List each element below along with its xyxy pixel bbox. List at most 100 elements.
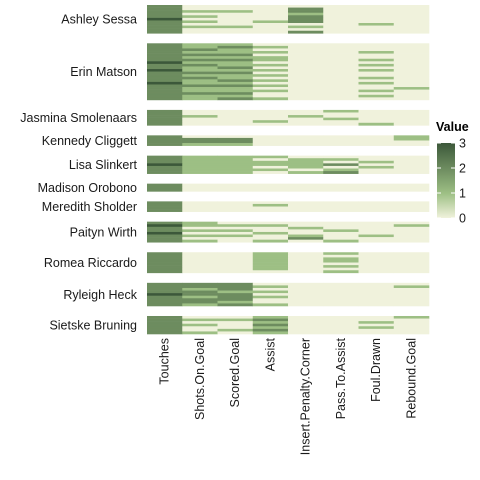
heatmap-cell: [217, 71, 254, 75]
heatmap-cell: [147, 97, 183, 101]
heatmap-cell: [252, 239, 289, 243]
heatmap-cell: [252, 267, 289, 271]
heatmap-cell: [323, 331, 359, 335]
heatmap-cell: [358, 87, 395, 90]
heatmap-cell: [147, 226, 183, 230]
heatmap-cell: [358, 61, 395, 65]
heatmap-cell: [323, 61, 359, 65]
heatmap-cell: [252, 300, 289, 304]
heatmap-cell: [252, 112, 289, 116]
heatmap-cell: [182, 109, 218, 113]
heatmap-cell: [323, 259, 359, 263]
heatmap-cell: [147, 252, 183, 256]
heatmap-cell: [147, 10, 183, 14]
heatmap-cell: [288, 135, 324, 139]
heatmap-cell: [147, 48, 183, 52]
heatmap-cell: [147, 69, 183, 72]
heatmap-cell: [323, 45, 359, 49]
heatmap-cell: [288, 30, 324, 34]
y-label-player: Ashley Sessa: [61, 13, 137, 27]
heatmap-cell: [288, 109, 324, 113]
heatmap-cell: [252, 229, 289, 233]
heatmap-cell: [288, 171, 324, 174]
heatmap-cell: [393, 76, 430, 80]
heatmap-cell: [358, 158, 395, 162]
y-label-player: Erin Matson: [70, 65, 137, 79]
heatmap-cell: [288, 326, 324, 330]
heatmap-cell: [252, 295, 289, 299]
heatmap-cell: [252, 237, 289, 240]
heatmap-cell: [182, 224, 218, 228]
heatmap-cell: [323, 237, 359, 240]
heatmap-cell: [323, 15, 359, 19]
player-group: [147, 282, 430, 307]
heatmap-cell: [147, 267, 183, 271]
heatmap-cell: [147, 328, 183, 332]
heatmap-cell: [217, 331, 254, 335]
heatmap-cell: [288, 10, 324, 14]
heatmap-cell: [323, 112, 359, 116]
heatmap-cell: [252, 303, 289, 307]
heatmap-cell: [147, 237, 183, 240]
heatmap-cell: [252, 158, 289, 162]
heatmap-cell: [147, 318, 183, 322]
heatmap-cell: [252, 226, 289, 230]
heatmap-cell: [182, 69, 218, 72]
heatmap-cell: [288, 221, 324, 225]
heatmap-cell: [252, 209, 289, 212]
heatmap-cell: [323, 76, 359, 80]
heatmap-cell: [393, 94, 430, 98]
heatmap-cell: [182, 79, 218, 83]
heatmap-cell: [323, 165, 359, 169]
heatmap-cell: [323, 115, 359, 118]
heatmap-cell: [393, 51, 430, 54]
heatmap-cell: [217, 163, 254, 167]
heatmap-cell: [182, 7, 218, 11]
heatmap-cell: [358, 89, 395, 93]
heatmap-cell: [147, 94, 183, 98]
heatmap-cell: [393, 23, 430, 26]
heatmap-cell: [217, 158, 254, 162]
heatmap-cell: [323, 81, 359, 85]
heatmap-cell: [217, 171, 254, 174]
heatmap-cell: [147, 300, 183, 304]
heatmap-cell: [358, 137, 395, 141]
heatmap-cell: [252, 51, 289, 54]
heatmap-cell: [252, 257, 289, 261]
heatmap-cell: [288, 267, 324, 271]
heatmap-cell: [182, 252, 218, 256]
heatmap-cell: [217, 12, 254, 16]
heatmap-cell: [182, 282, 218, 286]
heatmap-cell: [182, 295, 218, 299]
heatmap-cell: [147, 87, 183, 90]
heatmap-cell: [147, 30, 183, 34]
heatmap-cell: [288, 155, 324, 159]
heatmap-cell: [288, 282, 324, 286]
heatmap-cell: [323, 89, 359, 93]
heatmap-cell: [217, 53, 254, 57]
heatmap-cell: [147, 259, 183, 263]
heatmap-cell: [358, 165, 395, 169]
heatmap-cell: [217, 206, 254, 210]
heatmap-cell: [182, 183, 218, 187]
y-axis-labels: Ashley Sessa Erin Matson Jasmina Smolenaar…: [20, 13, 137, 333]
heatmap-cell: [393, 48, 430, 52]
heatmap-cell: [288, 188, 324, 192]
heatmap-cell: [252, 155, 289, 159]
heatmap-cell: [147, 323, 183, 327]
heatmap-cell: [252, 71, 289, 75]
heatmap-cell: [358, 265, 395, 268]
heatmap-cell: [182, 117, 218, 121]
heatmap-cell: [217, 17, 254, 21]
heatmap-cell: [358, 171, 395, 174]
heatmap-cell: [217, 87, 254, 90]
heatmap-cell: [323, 293, 359, 296]
heatmap-cell: [182, 265, 218, 268]
heatmap-cell: [147, 43, 183, 47]
heatmap-cell: [217, 318, 254, 322]
heatmap-cell: [393, 63, 430, 67]
heatmap-cell: [358, 66, 395, 70]
heatmap-cell: [182, 61, 218, 65]
heatmap-cell: [217, 115, 254, 118]
heatmap-cell: [252, 74, 289, 78]
